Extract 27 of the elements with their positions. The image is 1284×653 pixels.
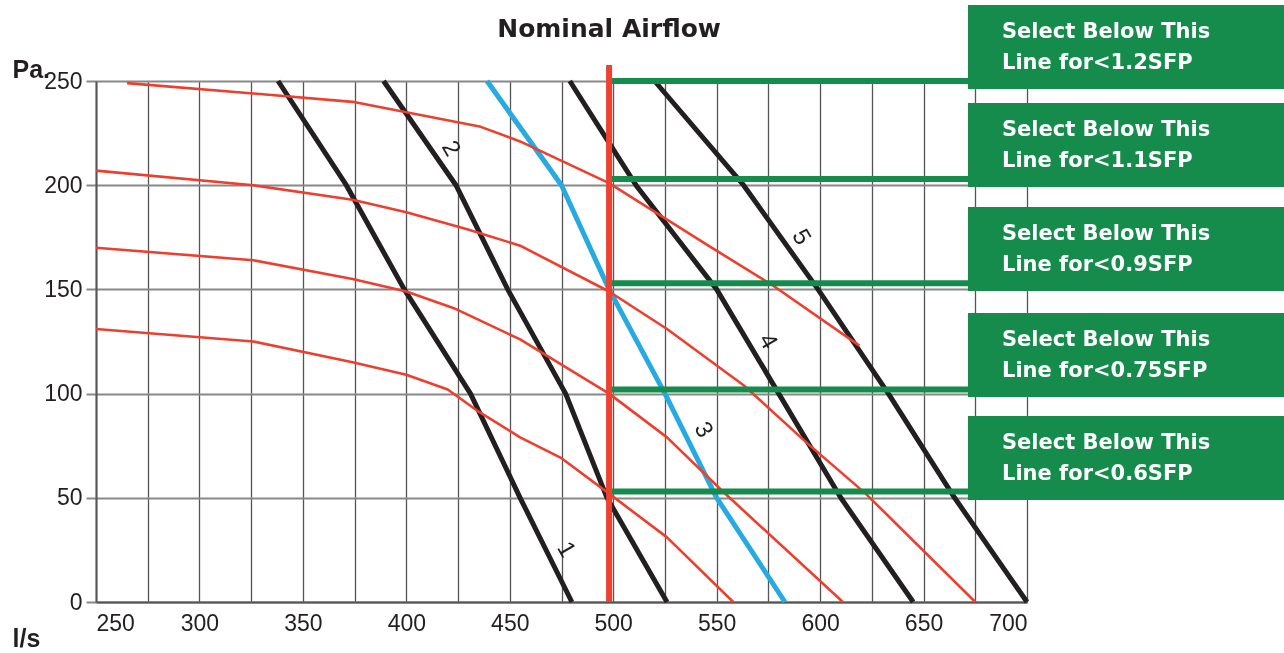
x-tick-label: 400: [387, 609, 427, 636]
ref-line-label: Select Below This Line for<1.1SFP: [1002, 115, 1212, 174]
x-tick-label: 550: [697, 609, 737, 636]
x-tick-label: 450: [491, 609, 530, 636]
y-tick-label: 200: [44, 171, 83, 198]
text: 4: [753, 328, 785, 354]
x-tick-label: 500: [594, 609, 633, 636]
ref-line-label: Select Below This Line for<1.2SFP: [1002, 18, 1212, 76]
text: 5: [787, 224, 818, 250]
x-tick-label: 600: [801, 609, 840, 636]
y-tick-label: 150: [44, 275, 83, 302]
y-tick-label: 50: [56, 484, 83, 511]
text: 2: [436, 135, 467, 161]
y-tick-label: 100: [44, 380, 83, 407]
x-tick-label: 650: [904, 609, 944, 636]
text: 3: [689, 416, 720, 442]
x-axis-title: l/s: [12, 623, 41, 652]
ref-line-label: Select Below This Line for<0.6SFP: [1002, 428, 1212, 487]
y-tick-label: 0: [69, 588, 83, 615]
x-tick-label: 350: [284, 609, 323, 636]
x-tick-label: 300: [180, 609, 220, 636]
ref-line-label: Nominal Airflow: [497, 14, 721, 43]
x-tick-label: 700: [989, 609, 1028, 636]
x-tick-label: 250: [96, 609, 135, 636]
text: 1: [552, 536, 583, 562]
ref-line-label: Select Below This Line for<0.9SFP: [1002, 220, 1212, 279]
ref-line-label: Select Below This Line for<0.75SFP: [1002, 326, 1212, 385]
